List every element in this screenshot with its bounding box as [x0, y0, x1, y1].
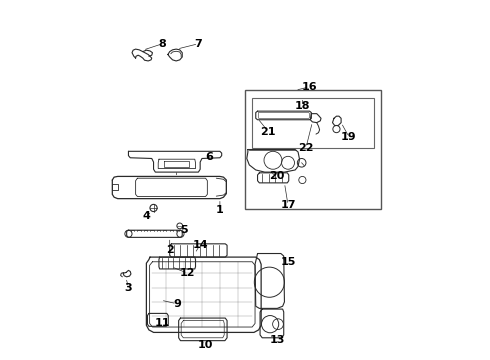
Text: 12: 12 — [180, 268, 196, 278]
Text: 10: 10 — [198, 340, 213, 350]
Text: 20: 20 — [270, 171, 285, 181]
Text: 14: 14 — [193, 239, 208, 249]
Text: 13: 13 — [270, 334, 285, 345]
Text: 2: 2 — [166, 245, 173, 255]
Bar — [252, 98, 374, 148]
Text: 9: 9 — [173, 299, 181, 309]
Text: 5: 5 — [180, 225, 188, 235]
Text: 3: 3 — [124, 283, 132, 293]
Text: 15: 15 — [280, 257, 296, 267]
Text: 21: 21 — [261, 127, 276, 136]
Text: 18: 18 — [294, 102, 310, 112]
Text: 17: 17 — [280, 200, 296, 210]
Text: 1: 1 — [216, 206, 224, 216]
Text: 7: 7 — [195, 39, 202, 49]
Text: 22: 22 — [298, 143, 314, 153]
Text: 11: 11 — [155, 319, 170, 328]
Text: 6: 6 — [205, 152, 213, 162]
Text: 19: 19 — [341, 132, 357, 142]
Text: 16: 16 — [302, 82, 318, 92]
Text: 4: 4 — [143, 211, 150, 221]
Bar — [245, 90, 381, 209]
Text: 8: 8 — [159, 39, 167, 49]
